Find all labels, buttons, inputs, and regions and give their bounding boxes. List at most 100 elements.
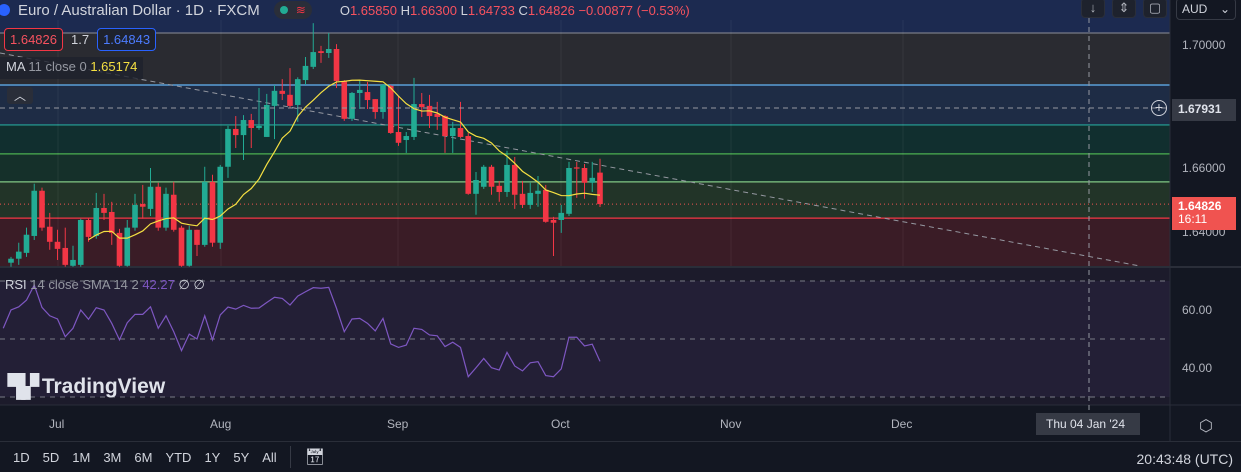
collapse-pane-button[interactable]: ⇕ xyxy=(1112,0,1136,18)
level-band xyxy=(0,0,1170,34)
candle xyxy=(597,172,603,205)
clock[interactable]: 20:43:48 (UTC) xyxy=(1136,451,1233,467)
candle xyxy=(31,190,38,236)
go-to-date-calendar-icon[interactable]: 📅︎ xyxy=(304,449,326,466)
candle xyxy=(194,229,200,245)
scroll-to-latest-button[interactable]: ↓ xyxy=(1081,0,1105,18)
candle xyxy=(542,189,549,222)
ma-legend[interactable]: MA 11 close 0 1.65174 xyxy=(0,57,144,79)
add-alert-icon[interactable]: + xyxy=(1151,100,1167,116)
candle xyxy=(23,234,30,253)
time-tick: Dec xyxy=(891,417,913,431)
currency-select[interactable]: AUD ⌄ xyxy=(1176,0,1236,20)
last-price-label: 1.64826 16:11 xyxy=(1172,197,1236,230)
flag-icon xyxy=(0,4,10,16)
candle xyxy=(248,120,255,129)
time-tick: Jul xyxy=(49,417,65,431)
ma-line xyxy=(88,79,601,241)
candle xyxy=(85,219,92,237)
candle xyxy=(294,79,301,105)
candle xyxy=(271,90,278,106)
buy-button[interactable]: 1.64843 xyxy=(97,27,157,51)
chevron-down-icon: ⌄ xyxy=(1219,2,1230,16)
candle xyxy=(77,219,84,265)
candle xyxy=(302,65,309,81)
divider xyxy=(289,446,291,468)
range-1m[interactable]: 1M xyxy=(72,449,91,465)
candle xyxy=(333,48,340,81)
candle xyxy=(287,94,293,106)
time-tick: Aug xyxy=(210,417,232,431)
crosshair-price-label: 1.67931 xyxy=(1172,99,1236,121)
market-status[interactable]: ≋ xyxy=(273,1,312,19)
symbol-title[interactable]: Euro / Australian Dollar · 1D · FXCM xyxy=(18,1,260,19)
range-ytd[interactable]: YTD xyxy=(165,449,192,465)
range-1y[interactable]: 1Y xyxy=(204,449,221,465)
candle xyxy=(465,136,472,194)
trend-line xyxy=(0,52,1141,267)
settings-icon[interactable]: ⬡ xyxy=(1199,418,1213,435)
candle xyxy=(155,186,162,228)
candle xyxy=(209,181,216,243)
candle xyxy=(434,113,441,117)
candle xyxy=(263,104,270,137)
chevron-up-icon: ︿ xyxy=(13,89,26,103)
time-tick: Sep xyxy=(387,417,409,431)
candle xyxy=(480,166,487,187)
candle xyxy=(39,190,45,228)
candle xyxy=(403,136,410,141)
collapse-legend-button[interactable]: ︿ xyxy=(7,87,33,104)
candle xyxy=(535,190,541,194)
candle xyxy=(473,179,479,194)
candle xyxy=(496,185,503,192)
candle xyxy=(449,128,456,137)
candle xyxy=(178,227,185,266)
rsi-line xyxy=(2,283,601,378)
price-tick: 1.70000 xyxy=(1182,38,1226,52)
level-band xyxy=(0,124,1170,154)
time-tick: Nov xyxy=(720,417,742,431)
rsi-pane xyxy=(0,268,1170,405)
candle xyxy=(504,164,510,192)
candle xyxy=(256,125,262,129)
range-all[interactable]: All xyxy=(262,449,277,465)
range-5y[interactable]: 5Y xyxy=(233,449,250,465)
range-3m[interactable]: 3M xyxy=(103,449,122,465)
spread: 1.7 xyxy=(71,31,90,47)
candle xyxy=(201,181,208,245)
level-band xyxy=(0,84,1170,125)
candle xyxy=(147,186,154,209)
candle xyxy=(186,229,193,266)
fullscreen-button[interactable]: ▢ xyxy=(1143,0,1167,18)
candle xyxy=(279,90,286,94)
sell-button[interactable]: 1.64826 xyxy=(4,27,63,51)
candle xyxy=(46,226,53,242)
candle xyxy=(163,193,169,228)
price-tick: 1.66000 xyxy=(1182,161,1226,175)
candle xyxy=(364,92,371,101)
candle xyxy=(15,251,22,259)
rsi-legend[interactable]: RSI 14 close SMA 14 2 42.27 ∅ ∅ xyxy=(5,277,205,292)
candle xyxy=(550,219,557,223)
candle xyxy=(325,48,332,53)
candle xyxy=(170,194,177,230)
candle xyxy=(54,241,61,249)
candle xyxy=(411,104,417,137)
candle xyxy=(217,166,224,243)
candle xyxy=(457,128,464,137)
candle xyxy=(558,212,565,220)
candle xyxy=(124,227,131,266)
candle xyxy=(356,89,363,93)
candle xyxy=(8,258,14,263)
candle xyxy=(310,52,317,67)
candle xyxy=(566,168,572,214)
range-6m[interactable]: 6M xyxy=(134,449,153,465)
ohlc-values: O1.65850 H1.66300 L1.64733 C1.64826 −0.0… xyxy=(339,2,690,18)
data-delay-icon: ≋ xyxy=(295,3,306,17)
candle xyxy=(418,104,425,108)
range-1d[interactable]: 1D xyxy=(13,449,30,465)
range-5d[interactable]: 5D xyxy=(42,449,60,465)
rsi-tick: 40.00 xyxy=(1182,361,1213,375)
candle xyxy=(225,128,231,167)
